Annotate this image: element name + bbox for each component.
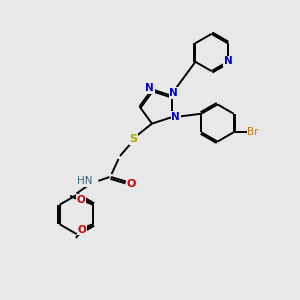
Text: HN: HN <box>77 176 93 186</box>
Text: N: N <box>171 112 180 122</box>
Text: O: O <box>78 225 86 235</box>
Text: O: O <box>126 178 136 189</box>
Text: N: N <box>145 83 154 93</box>
Text: N: N <box>224 56 233 66</box>
Text: O: O <box>76 195 85 205</box>
Text: S: S <box>130 134 137 145</box>
Text: N: N <box>169 88 178 98</box>
Text: Br: Br <box>248 127 259 137</box>
